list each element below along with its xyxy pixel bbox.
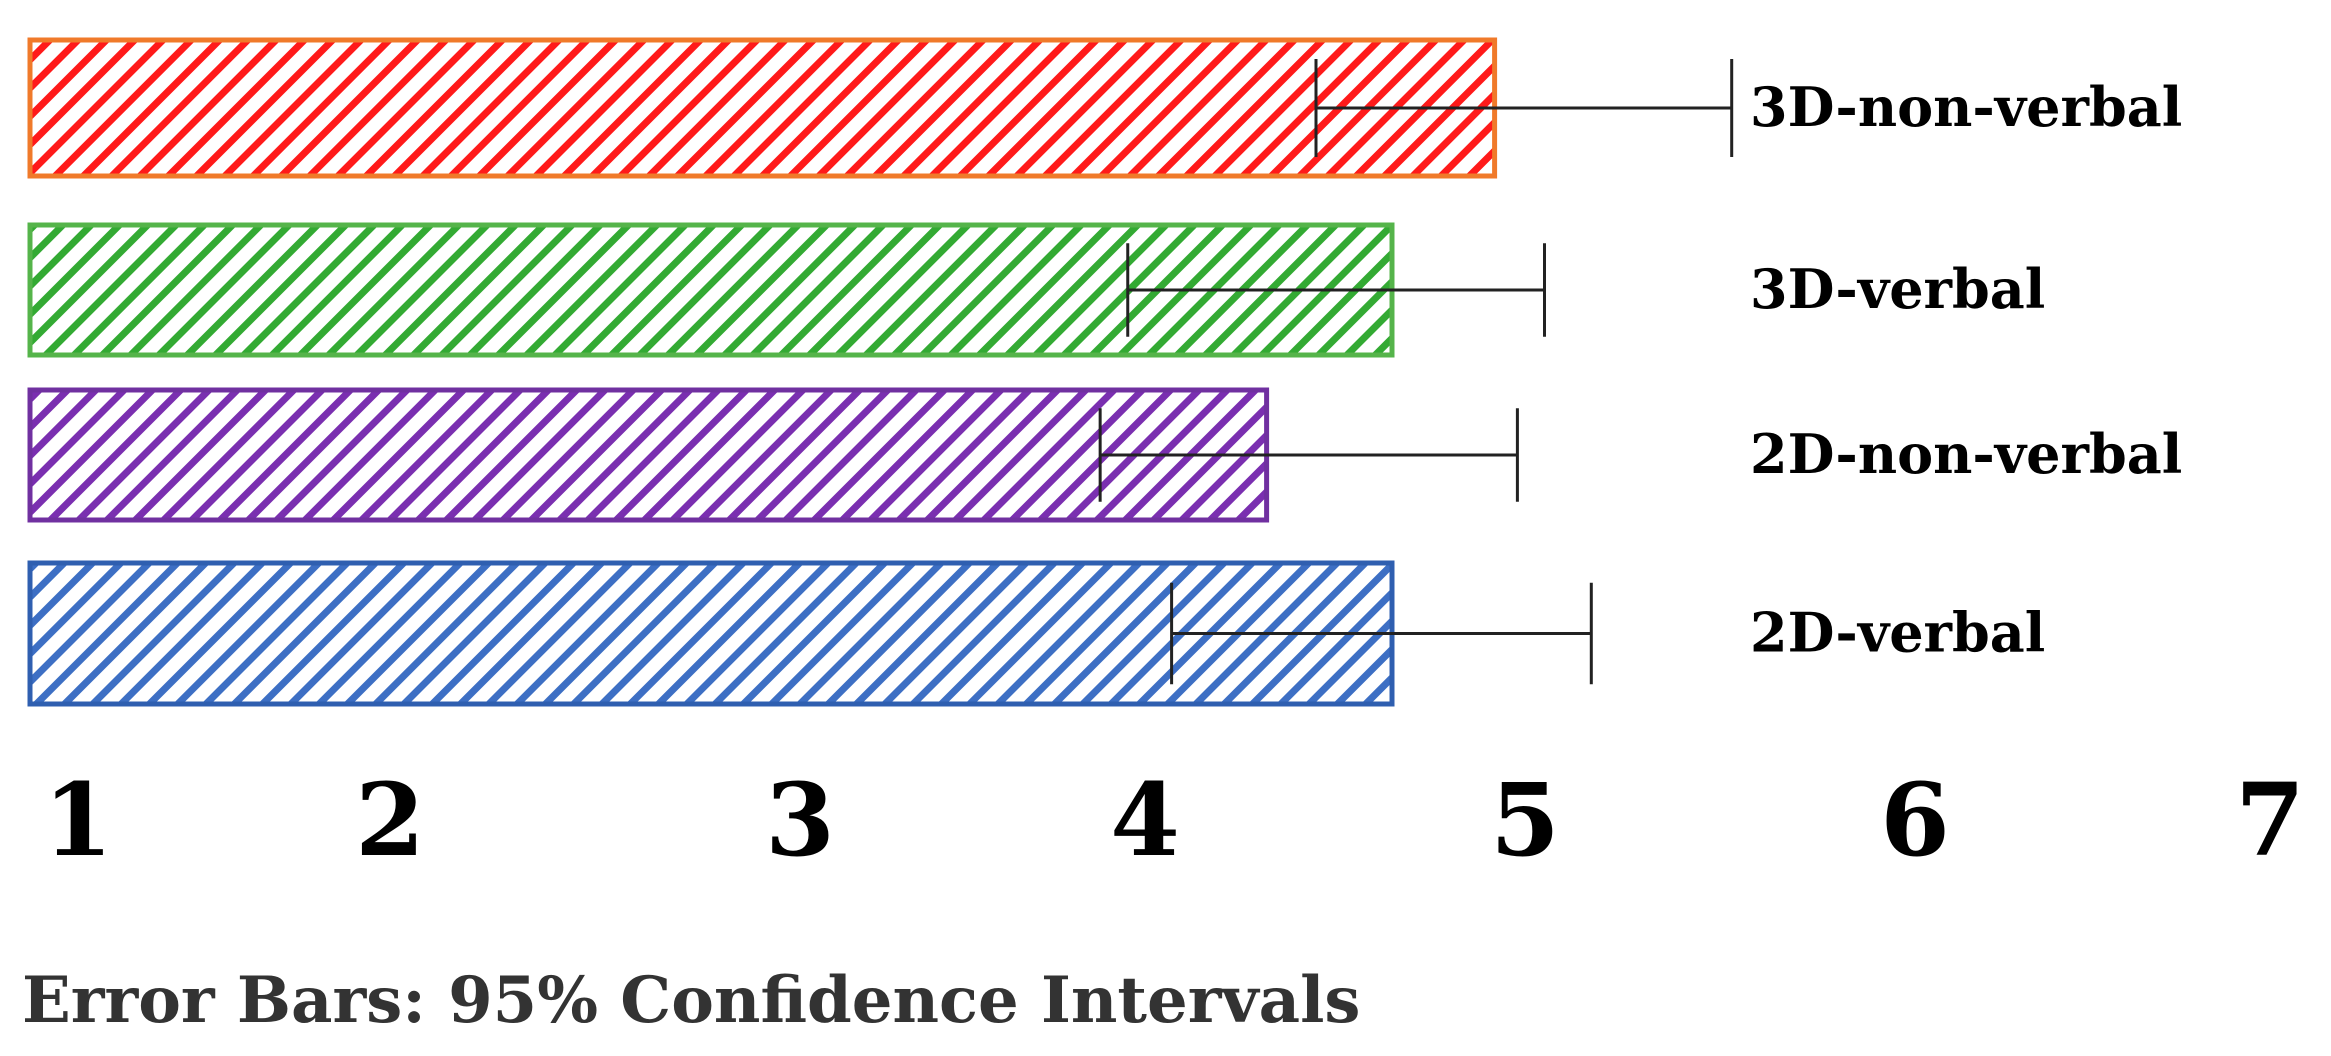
- category-label-2d-non-verbal: 2D-non-verbal: [1750, 422, 2182, 486]
- bar-2d-verbal: [27, 560, 1395, 707]
- error-bar-3d-verbal: [1126, 243, 1546, 337]
- category-label-3d-verbal: 3D-verbal: [1750, 257, 2045, 321]
- error-bar-2d-non-verbal: [1098, 408, 1519, 502]
- bar-2d-non-verbal: [27, 387, 1270, 523]
- error-bars-layer: [1098, 59, 1734, 685]
- error-bar-3d-non-verbal: [1314, 59, 1734, 157]
- category-labels-layer: 3D-non-verbal 3D-verbal 2D-non-verbal 2D-ve…: [1750, 75, 2182, 665]
- category-label-2d-verbal: 2D-verbal: [1750, 601, 2045, 665]
- x-tick-label-4: 4: [1110, 761, 1180, 879]
- category-label-3d-non-verbal: 3D-non-verbal: [1750, 75, 2182, 139]
- bars-layer: [27, 37, 1498, 707]
- x-tick-label-1: 1: [43, 761, 113, 879]
- error-bars-note: Error Bars: 95% Confidence Intervals: [22, 963, 1360, 1038]
- x-tick-label-7: 7: [2235, 761, 2305, 879]
- x-axis-ticks: 1 2 3 4 5 6 7: [43, 761, 2305, 879]
- x-tick-label-5: 5: [1490, 761, 1560, 879]
- x-tick-label-3: 3: [765, 761, 835, 879]
- x-tick-label-6: 6: [1880, 761, 1950, 879]
- x-tick-label-2: 2: [355, 761, 425, 879]
- error-bar-2d-verbal: [1170, 582, 1593, 685]
- bar-3d-non-verbal: [27, 37, 1498, 179]
